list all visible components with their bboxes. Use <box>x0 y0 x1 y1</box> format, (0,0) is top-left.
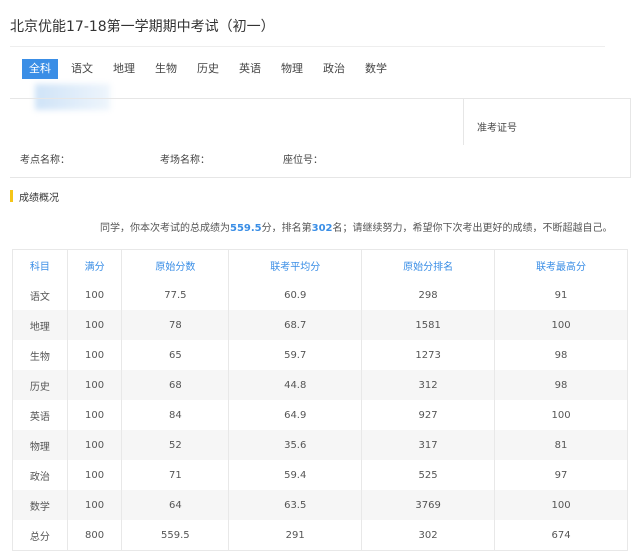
info-box: 准考证号 考点名称： 考场名称： 座位号： <box>10 98 631 178</box>
seat-label: 座位号： <box>283 155 323 166</box>
cell: 语文 <box>29 291 50 303</box>
divider <box>10 46 605 47</box>
table-row: 总分 800 559.5 291 302 674 <box>13 520 628 551</box>
cell: 59.7 <box>228 340 362 370</box>
cell: 927 <box>361 400 495 430</box>
ticket-label: 准考证号 <box>477 123 517 134</box>
score-table: 科目 满分 原始分数 联考平均分 原始分排名 联考最高分 语文 100 77.5 60.9 298 9… <box>12 249 628 551</box>
cell: 302 <box>361 520 495 551</box>
tab[interactable]: 生物 <box>155 62 177 75</box>
cell: 1581 <box>361 310 495 340</box>
tab[interactable]: 语文 <box>71 62 93 75</box>
cell: 44.8 <box>228 370 362 400</box>
cell: 291 <box>228 520 362 551</box>
column-header: 满分 <box>66 249 122 280</box>
column-header: 原始分排名 <box>361 249 495 280</box>
summary-text: 同学，你本次考试的总成绩为 <box>100 223 230 234</box>
cell: 81 <box>494 430 628 460</box>
cell: 77.5 <box>121 280 229 310</box>
cell: 84 <box>121 400 229 430</box>
cell: 64 <box>121 490 229 520</box>
page-title: 北京优能17-18第一学期期中考试（初一） <box>10 19 275 35</box>
cell: 52 <box>121 430 229 460</box>
tab[interactable]: 地理 <box>113 62 135 75</box>
cell: 1273 <box>361 340 495 370</box>
summary-text: 分，排名第 <box>261 223 312 234</box>
cell: 100 <box>494 400 628 430</box>
tab[interactable]: 数学 <box>365 62 387 75</box>
table-row: 地理 100 78 68.7 1581 100 <box>12 310 628 340</box>
column-header: 科目 <box>29 261 50 273</box>
cell: 100 <box>66 370 122 400</box>
cell: 68 <box>121 370 229 400</box>
cell: 100 <box>494 490 628 520</box>
cell: 674 <box>494 520 628 551</box>
cell: 100 <box>66 430 122 460</box>
cell: 91 <box>494 280 628 310</box>
cell: 地理 <box>12 310 68 340</box>
room-label: 考场名称： <box>160 155 210 166</box>
cell: 312 <box>361 370 495 400</box>
summary: 同学，你本次考试的总成绩为559.5分，排名第302名；请继续努力，希望你下次考… <box>100 219 613 234</box>
header-row: 科目 满分 原始分数 联考平均分 原始分排名 联考最高分 <box>13 249 628 280</box>
cell: 100 <box>66 280 122 310</box>
tab[interactable]: 政治 <box>323 62 345 75</box>
cell: 100 <box>66 400 122 430</box>
table-row: 生物 100 65 59.7 1273 98 <box>13 340 628 370</box>
column-header: 联考最高分 <box>494 249 628 280</box>
blurred-name <box>35 84 110 110</box>
cell: 63.5 <box>228 490 362 520</box>
column-header: 原始分数 <box>121 249 229 280</box>
cell: 59.4 <box>228 460 362 490</box>
table-row: 数学 100 64 63.5 3769 100 <box>12 490 628 520</box>
tab[interactable]: 物理 <box>281 62 303 75</box>
cell: 物理 <box>12 430 68 460</box>
section-title: 成绩概况 <box>19 193 59 204</box>
total-score: 559.5 <box>230 223 262 234</box>
cell: 3769 <box>361 490 495 520</box>
cell: 98 <box>494 340 628 370</box>
cell: 97 <box>494 460 628 490</box>
cell: 总分 <box>29 531 50 543</box>
cell: 298 <box>361 280 495 310</box>
section-marker <box>10 190 13 202</box>
divider <box>463 99 464 145</box>
cell: 65 <box>121 340 229 370</box>
cell: 68.7 <box>228 310 362 340</box>
site-label: 考点名称： <box>20 155 70 166</box>
cell: 525 <box>361 460 495 490</box>
rank: 302 <box>311 223 333 234</box>
cell: 政治 <box>29 471 50 483</box>
tab[interactable]: 全科 <box>22 59 58 79</box>
cell: 100 <box>494 310 628 340</box>
table-row: 英语 100 84 64.9 927 100 <box>13 400 628 430</box>
cell: 317 <box>361 430 495 460</box>
cell: 78 <box>121 310 229 340</box>
cell: 100 <box>66 490 122 520</box>
cell: 数学 <box>12 490 68 520</box>
table-row: 物理 100 52 35.6 317 81 <box>12 430 628 460</box>
cell: 35.6 <box>228 430 362 460</box>
cell: 100 <box>66 310 122 340</box>
summary-text: 名；请继续努力，希望你下次考出更好的成绩，不断超越自己。 <box>332 223 613 234</box>
cell: 历史 <box>12 370 68 400</box>
cell: 100 <box>66 460 122 490</box>
column-header: 联考平均分 <box>228 249 362 280</box>
cell: 800 <box>66 520 122 551</box>
cell: 71 <box>121 460 229 490</box>
tab-bar: 全科 语文 地理 生物 历史 英语 物理 政治 数学 <box>22 59 400 79</box>
cell: 64.9 <box>228 400 362 430</box>
tab[interactable]: 英语 <box>239 62 261 75</box>
cell: 559.5 <box>121 520 229 551</box>
table-row: 政治 100 71 59.4 525 97 <box>13 460 628 490</box>
table-row: 历史 100 68 44.8 312 98 <box>12 370 628 400</box>
cell: 60.9 <box>228 280 362 310</box>
cell: 98 <box>494 370 628 400</box>
cell: 英语 <box>29 411 50 423</box>
cell: 生物 <box>29 351 50 363</box>
cell: 100 <box>66 340 122 370</box>
table-row: 语文 100 77.5 60.9 298 91 <box>13 280 628 310</box>
tab[interactable]: 历史 <box>197 62 219 75</box>
